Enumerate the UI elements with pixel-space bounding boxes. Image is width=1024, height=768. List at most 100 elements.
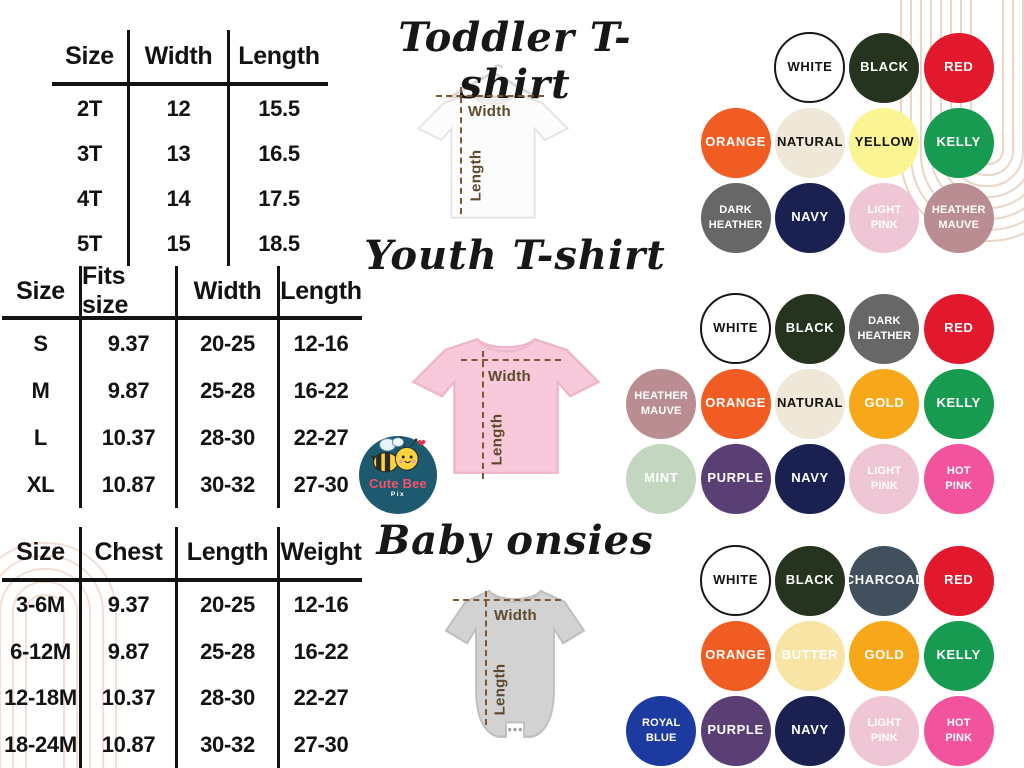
toddler-width-line (436, 95, 544, 97)
color-swatch-orange: ORANGE (700, 368, 771, 439)
color-swatch-purple: PURPLE (700, 443, 771, 514)
toddler-width-label: Width (468, 103, 512, 120)
table-cell: 10.37 (82, 414, 178, 461)
color-swatch-dark-heather: DARK HEATHER (849, 293, 920, 364)
color-swatch-yellow: YELLOW (849, 107, 920, 178)
color-swatch-white: WHITE (700, 293, 772, 364)
col-header: Width (130, 30, 230, 86)
color-swatch-gold: GOLD (849, 620, 920, 691)
baby-width-line (453, 599, 561, 601)
youth-width-line (461, 359, 561, 361)
table-cell: 15.5 (258, 95, 300, 121)
toddler-length-line (460, 87, 462, 214)
table-cell: 10.87 (82, 461, 178, 508)
table-cell: 13 (130, 131, 230, 176)
color-swatch-heather-mauve: HEATHER MAUVE (923, 182, 994, 253)
table-cell: 20-25 (178, 320, 280, 367)
table-cell: 30-32 (178, 461, 280, 508)
color-swatch-butter: BUTTER (774, 620, 845, 691)
color-swatch-navy: NAVY (774, 695, 845, 766)
table-cell: 12-18M (2, 675, 82, 722)
color-swatch-gold: GOLD (849, 368, 920, 439)
baby-width-label: Width (494, 607, 538, 624)
col-header: Fits size (82, 262, 178, 320)
color-swatch-red: RED (923, 32, 994, 103)
baby-size-table: Size Chest Length Weight 3-6M 9.37 20-25… (2, 527, 362, 768)
col-header: Size (2, 266, 82, 320)
table-cell: 28-30 (178, 675, 280, 722)
table-cell: 20-25 (178, 582, 280, 629)
youth-tshirt-image (411, 337, 601, 474)
swatch-grid-youth: WHITE BLACK DARK HEATHER RED HEATHER MAUVE OR… (624, 291, 996, 516)
baby-onesie-image (444, 589, 586, 738)
swatch-grid-baby: WHITE BLACK CHARCOAL RED ORANGE BUTTER GOLD KEL… (624, 543, 996, 768)
table-cell: L (2, 414, 82, 461)
col-header: Chest (82, 527, 178, 582)
table-cell: 10.37 (82, 675, 178, 722)
table-cell: 9.87 (82, 367, 178, 414)
table-cell: 3-6M (2, 582, 82, 629)
table-cell: 10.87 (82, 721, 178, 768)
color-swatch-black: BLACK (774, 293, 845, 364)
col-header: Length (230, 30, 328, 86)
color-swatch-light-pink: LIGHT PINK (849, 443, 920, 514)
table-cell: 12-16 (293, 592, 349, 618)
color-swatch-navy: NAVY (774, 182, 845, 253)
color-swatch-kelly: KELLY (923, 368, 994, 439)
youth-length-line (482, 351, 484, 479)
table-cell: 27-30 (293, 471, 349, 497)
table-cell: 17.5 (258, 185, 300, 211)
table-cell: 16-22 (293, 377, 349, 403)
toddler-tshirt-image (416, 64, 570, 219)
col-header: Weight (280, 527, 362, 582)
brand-logo: Cute Bee Pix (359, 436, 437, 514)
table-cell: 9.87 (82, 628, 178, 675)
table-cell: 22-27 (293, 685, 349, 711)
color-swatch-orange: ORANGE (700, 107, 771, 178)
color-swatch-natural: NATURAL (774, 107, 845, 178)
col-header: Length (280, 266, 362, 320)
toddler-length-label: Length (467, 149, 485, 202)
color-swatch-light-pink: LIGHT PINK (849, 695, 920, 766)
table-cell: XL (2, 461, 82, 508)
color-swatch-red: RED (923, 545, 994, 616)
color-swatch-hot-pink: HOT PINK (923, 695, 994, 766)
table-cell: 18-24M (2, 721, 82, 768)
table-cell: 16.5 (258, 140, 300, 166)
table-cell: 28-30 (178, 414, 280, 461)
table-cell: 3T (52, 131, 130, 176)
brand-name: Cute Bee (369, 476, 427, 491)
table-cell: 22-27 (293, 424, 349, 450)
color-swatch-purple: PURPLE (700, 695, 771, 766)
color-swatch-hot-pink: HOT PINK (923, 443, 994, 514)
youth-width-label: Width (488, 368, 532, 385)
table-cell: 14 (130, 176, 230, 221)
toddler-size-table: Size Width Length 2T 12 15.5 3T 13 16.5 … (52, 30, 328, 266)
table-cell: 12 (130, 86, 230, 131)
color-swatch-kelly: KELLY (923, 107, 994, 178)
color-swatch-natural: NATURAL (774, 368, 845, 439)
table-cell: 27-30 (293, 731, 349, 757)
table-cell: 25-28 (178, 367, 280, 414)
table-cell: 5T (52, 221, 130, 266)
color-swatch-kelly: KELLY (923, 620, 994, 691)
col-header: Size (52, 30, 130, 86)
col-header: Length (178, 527, 280, 582)
color-swatch-white: WHITE (774, 32, 846, 103)
color-swatch-white: WHITE (700, 545, 772, 616)
color-swatch-mint: MINT (626, 443, 697, 514)
table-cell: S (2, 320, 82, 367)
section-title-baby: Baby onsies (376, 517, 654, 564)
table-cell: 4T (52, 176, 130, 221)
table-cell: M (2, 367, 82, 414)
table-cell: 12-16 (293, 330, 349, 356)
brand-subname: Pix (390, 491, 406, 498)
table-cell: 2T (52, 86, 130, 131)
table-cell: 16-22 (293, 638, 349, 664)
section-title-youth: Youth T-shirt (364, 232, 666, 279)
table-cell: 25-28 (178, 628, 280, 675)
bee-icon (370, 436, 426, 473)
table-cell: 9.37 (82, 320, 178, 367)
color-swatch-dark-heather: DARK HEATHER (700, 182, 771, 253)
